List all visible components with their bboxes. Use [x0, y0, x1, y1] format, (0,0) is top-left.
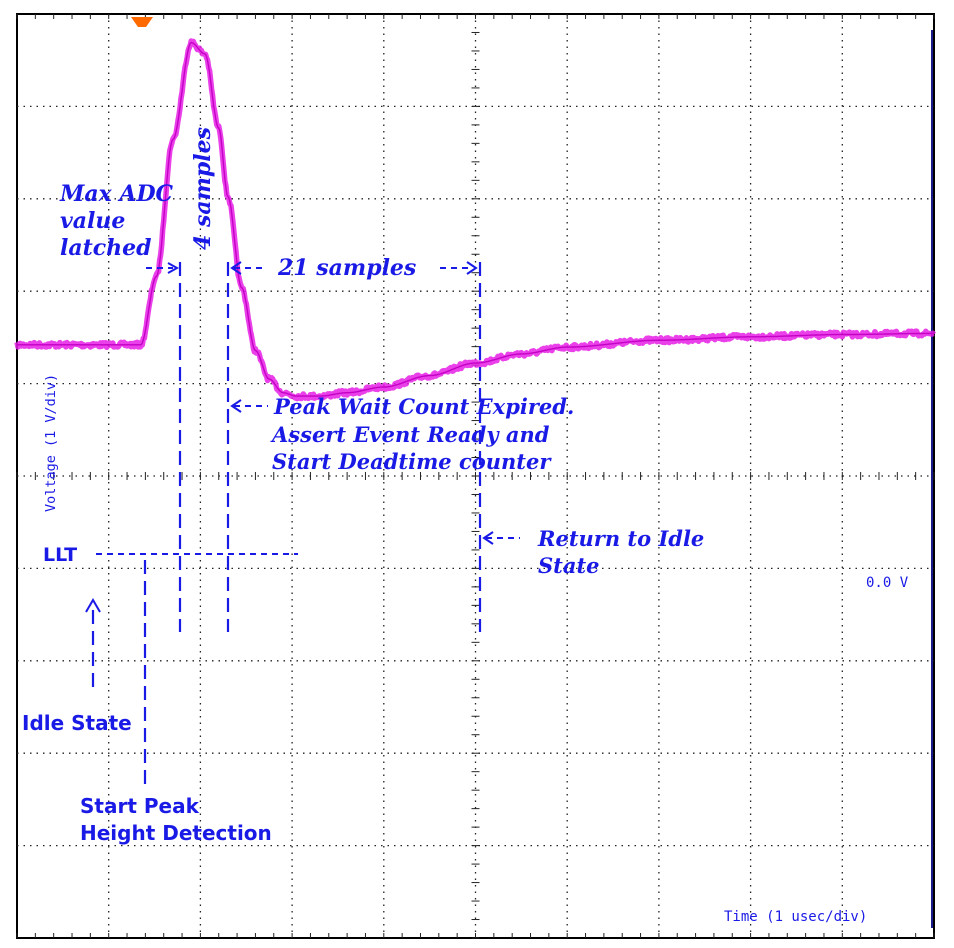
- twentyone-samples-label: 21 samples: [277, 255, 416, 281]
- max-adc-line-1: Max ADC: [59, 181, 174, 207]
- annotation-lines: [85, 261, 520, 785]
- annotation-texts: Max ADC value latched 4 samples 21 sampl…: [22, 127, 909, 925]
- llt-label: LLT: [43, 544, 77, 566]
- max-adc-line-2: value: [60, 208, 125, 234]
- samples21-right-arrow-icon: [466, 261, 478, 275]
- return-idle-arrow-icon: [482, 531, 494, 545]
- start-peak-line-1: Start Peak: [80, 794, 200, 818]
- max-adc-line-3: latched: [60, 235, 152, 261]
- peak-wait-line-3: Start Deadtime counter: [272, 449, 552, 474]
- start-peak-line-2: Height Detection: [80, 821, 272, 845]
- peak-wait-line-2: Assert Event Ready and: [270, 422, 550, 447]
- return-idle-line-1: Return to Idle: [537, 526, 704, 551]
- trigger-marker-icon: [131, 17, 153, 27]
- zero-volt-marker: 0.0 V: [866, 575, 909, 591]
- x-axis-label: Time (1 usec/div): [724, 909, 867, 925]
- grid: [16, 13, 935, 939]
- idle-arrow-icon: [85, 598, 101, 613]
- signal-trace-core: [17, 41, 934, 397]
- return-idle-line-2: State: [538, 553, 600, 578]
- peak-wait-arrow-icon: [230, 399, 242, 413]
- four-samples-label: 4 samples: [190, 127, 216, 250]
- idle-state-label: Idle State: [22, 711, 132, 735]
- peak-wait-line-1: Peak Wait Count Expired.: [273, 394, 574, 419]
- samples21-left-arrow-icon: [230, 261, 242, 275]
- y-axis-label: Voltage (1 V/div): [43, 374, 59, 512]
- max-adc-arrow-icon: [167, 262, 180, 274]
